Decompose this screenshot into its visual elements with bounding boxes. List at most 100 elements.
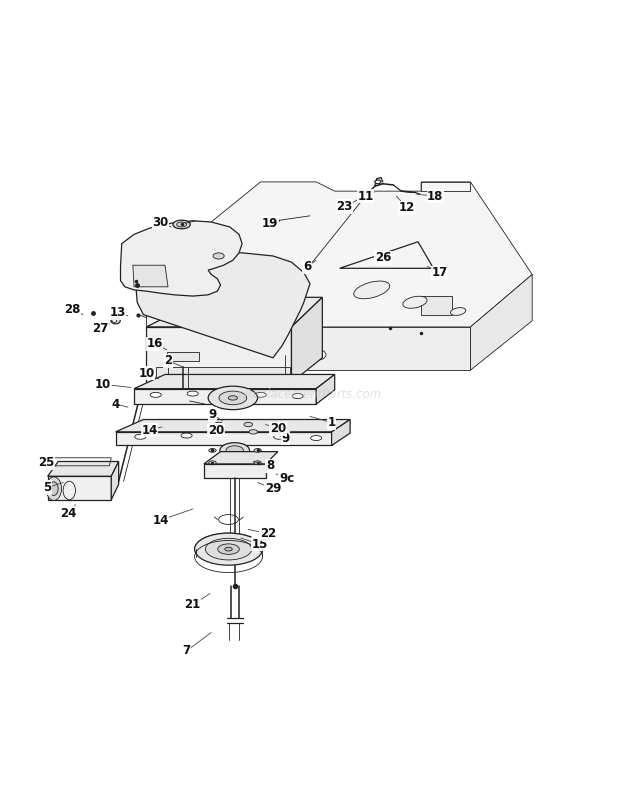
Ellipse shape <box>254 448 261 452</box>
Ellipse shape <box>187 391 198 396</box>
Polygon shape <box>156 367 290 383</box>
Ellipse shape <box>306 349 326 360</box>
Polygon shape <box>143 274 301 314</box>
Polygon shape <box>204 452 278 464</box>
Text: 28: 28 <box>64 303 81 316</box>
Polygon shape <box>146 327 291 383</box>
Text: 20: 20 <box>270 423 286 435</box>
Text: 14: 14 <box>153 513 169 527</box>
Ellipse shape <box>219 391 247 405</box>
Polygon shape <box>115 419 350 431</box>
Polygon shape <box>471 274 532 371</box>
Text: 12: 12 <box>399 201 415 214</box>
Text: 1: 1 <box>327 416 335 429</box>
Polygon shape <box>204 464 265 478</box>
Ellipse shape <box>215 430 223 434</box>
Text: 16: 16 <box>146 337 162 350</box>
Polygon shape <box>111 461 118 500</box>
Text: 4: 4 <box>112 398 120 411</box>
Ellipse shape <box>311 435 322 440</box>
Polygon shape <box>48 476 111 500</box>
Ellipse shape <box>195 533 262 565</box>
Ellipse shape <box>209 448 216 452</box>
Ellipse shape <box>220 443 249 458</box>
Polygon shape <box>146 298 322 327</box>
Polygon shape <box>136 252 310 358</box>
Polygon shape <box>332 419 350 445</box>
Ellipse shape <box>218 544 239 554</box>
Polygon shape <box>48 461 118 476</box>
Ellipse shape <box>213 287 272 318</box>
Text: 21: 21 <box>185 598 201 611</box>
Text: 6: 6 <box>303 260 311 273</box>
Ellipse shape <box>181 433 192 438</box>
Text: 25: 25 <box>38 456 54 469</box>
Polygon shape <box>421 182 471 191</box>
Text: 13: 13 <box>109 306 126 319</box>
Polygon shape <box>134 389 316 404</box>
Ellipse shape <box>273 219 279 223</box>
Text: 8: 8 <box>266 460 274 472</box>
Text: 11: 11 <box>357 189 374 203</box>
Ellipse shape <box>173 221 190 229</box>
Text: 9c: 9c <box>279 472 294 484</box>
Text: 23: 23 <box>337 200 353 213</box>
Text: 19: 19 <box>262 217 278 229</box>
Text: 24: 24 <box>60 507 76 520</box>
Ellipse shape <box>249 430 257 434</box>
Text: 9: 9 <box>208 408 216 421</box>
Text: 7: 7 <box>182 645 190 658</box>
Text: 22: 22 <box>260 527 276 541</box>
Polygon shape <box>115 431 332 445</box>
Ellipse shape <box>111 318 120 324</box>
Text: eReplacementParts.com: eReplacementParts.com <box>238 388 382 401</box>
Ellipse shape <box>213 253 224 259</box>
Polygon shape <box>291 298 322 383</box>
Text: 18: 18 <box>427 189 443 203</box>
Text: 29: 29 <box>265 482 281 495</box>
Text: 26: 26 <box>374 251 391 265</box>
Ellipse shape <box>225 293 259 311</box>
Ellipse shape <box>226 446 243 455</box>
Ellipse shape <box>50 482 58 496</box>
Text: 9: 9 <box>281 431 290 444</box>
Polygon shape <box>134 375 335 389</box>
Text: 5: 5 <box>43 481 52 494</box>
Ellipse shape <box>208 387 257 410</box>
Ellipse shape <box>273 435 285 439</box>
Text: 2: 2 <box>164 354 172 367</box>
Text: 17: 17 <box>432 266 448 279</box>
Ellipse shape <box>228 395 237 400</box>
Ellipse shape <box>354 281 390 299</box>
Ellipse shape <box>225 547 232 551</box>
Text: 10: 10 <box>95 378 112 391</box>
Polygon shape <box>120 221 242 296</box>
Ellipse shape <box>177 222 187 227</box>
Ellipse shape <box>244 423 252 427</box>
Polygon shape <box>133 265 168 287</box>
Text: 10: 10 <box>138 367 154 379</box>
Ellipse shape <box>209 461 216 464</box>
Ellipse shape <box>215 423 223 427</box>
Polygon shape <box>421 296 452 314</box>
Ellipse shape <box>205 538 252 560</box>
Polygon shape <box>146 182 532 327</box>
Ellipse shape <box>135 435 146 439</box>
Ellipse shape <box>255 392 266 397</box>
Ellipse shape <box>451 308 466 315</box>
Ellipse shape <box>150 392 161 397</box>
Text: 20: 20 <box>208 423 224 436</box>
Text: 14: 14 <box>141 423 157 436</box>
Ellipse shape <box>254 461 261 464</box>
Polygon shape <box>167 351 199 361</box>
Ellipse shape <box>403 296 427 308</box>
Text: 27: 27 <box>92 322 108 334</box>
Text: 30: 30 <box>153 216 169 229</box>
Ellipse shape <box>375 180 381 184</box>
Ellipse shape <box>46 477 61 500</box>
Ellipse shape <box>292 394 303 399</box>
Text: 15: 15 <box>251 537 268 551</box>
Ellipse shape <box>112 319 117 322</box>
Polygon shape <box>316 375 335 404</box>
Polygon shape <box>146 327 471 371</box>
